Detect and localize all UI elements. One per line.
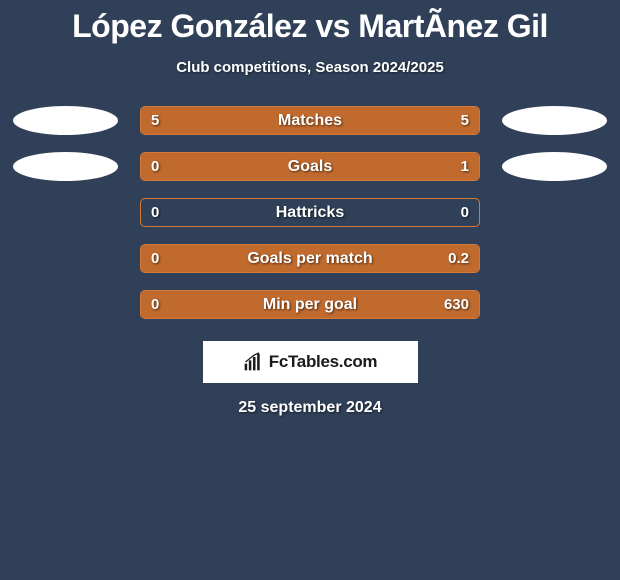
player-ellipse-right — [502, 152, 607, 181]
stat-bar: 01Goals — [140, 152, 480, 181]
infographic-container: López González vs MartÃ­nez Gil Club com… — [0, 0, 620, 417]
stat-label: Goals per match — [141, 245, 479, 272]
stat-label: Goals — [141, 153, 479, 180]
stat-bar: 55Matches — [140, 106, 480, 135]
stat-label: Hattricks — [141, 199, 479, 226]
player-ellipse-left — [13, 152, 118, 181]
chart-icon — [243, 352, 263, 372]
stat-rows: 55Matches 01Goals 00Hattricks 00.2Goals per… — [0, 106, 620, 319]
page-title: López González vs MartÃ­nez Gil — [72, 8, 548, 45]
player-ellipse-left — [13, 106, 118, 135]
stat-row: 55Matches — [0, 106, 620, 135]
logo-box: FcTables.com — [203, 341, 418, 383]
stat-bar: 00.2Goals per match — [140, 244, 480, 273]
stat-row: 00Hattricks — [0, 198, 620, 227]
stat-row: 00.2Goals per match — [0, 244, 620, 273]
stat-label: Matches — [141, 107, 479, 134]
stat-label: Min per goal — [141, 291, 479, 318]
stat-bar: 0630Min per goal — [140, 290, 480, 319]
logo-text: FcTables.com — [269, 352, 378, 372]
stat-row: 0630Min per goal — [0, 290, 620, 319]
date-text: 25 september 2024 — [238, 399, 381, 417]
subtitle: Club competitions, Season 2024/2025 — [176, 59, 444, 76]
player-ellipse-right — [502, 106, 607, 135]
stat-row: 01Goals — [0, 152, 620, 181]
stat-bar: 00Hattricks — [140, 198, 480, 227]
